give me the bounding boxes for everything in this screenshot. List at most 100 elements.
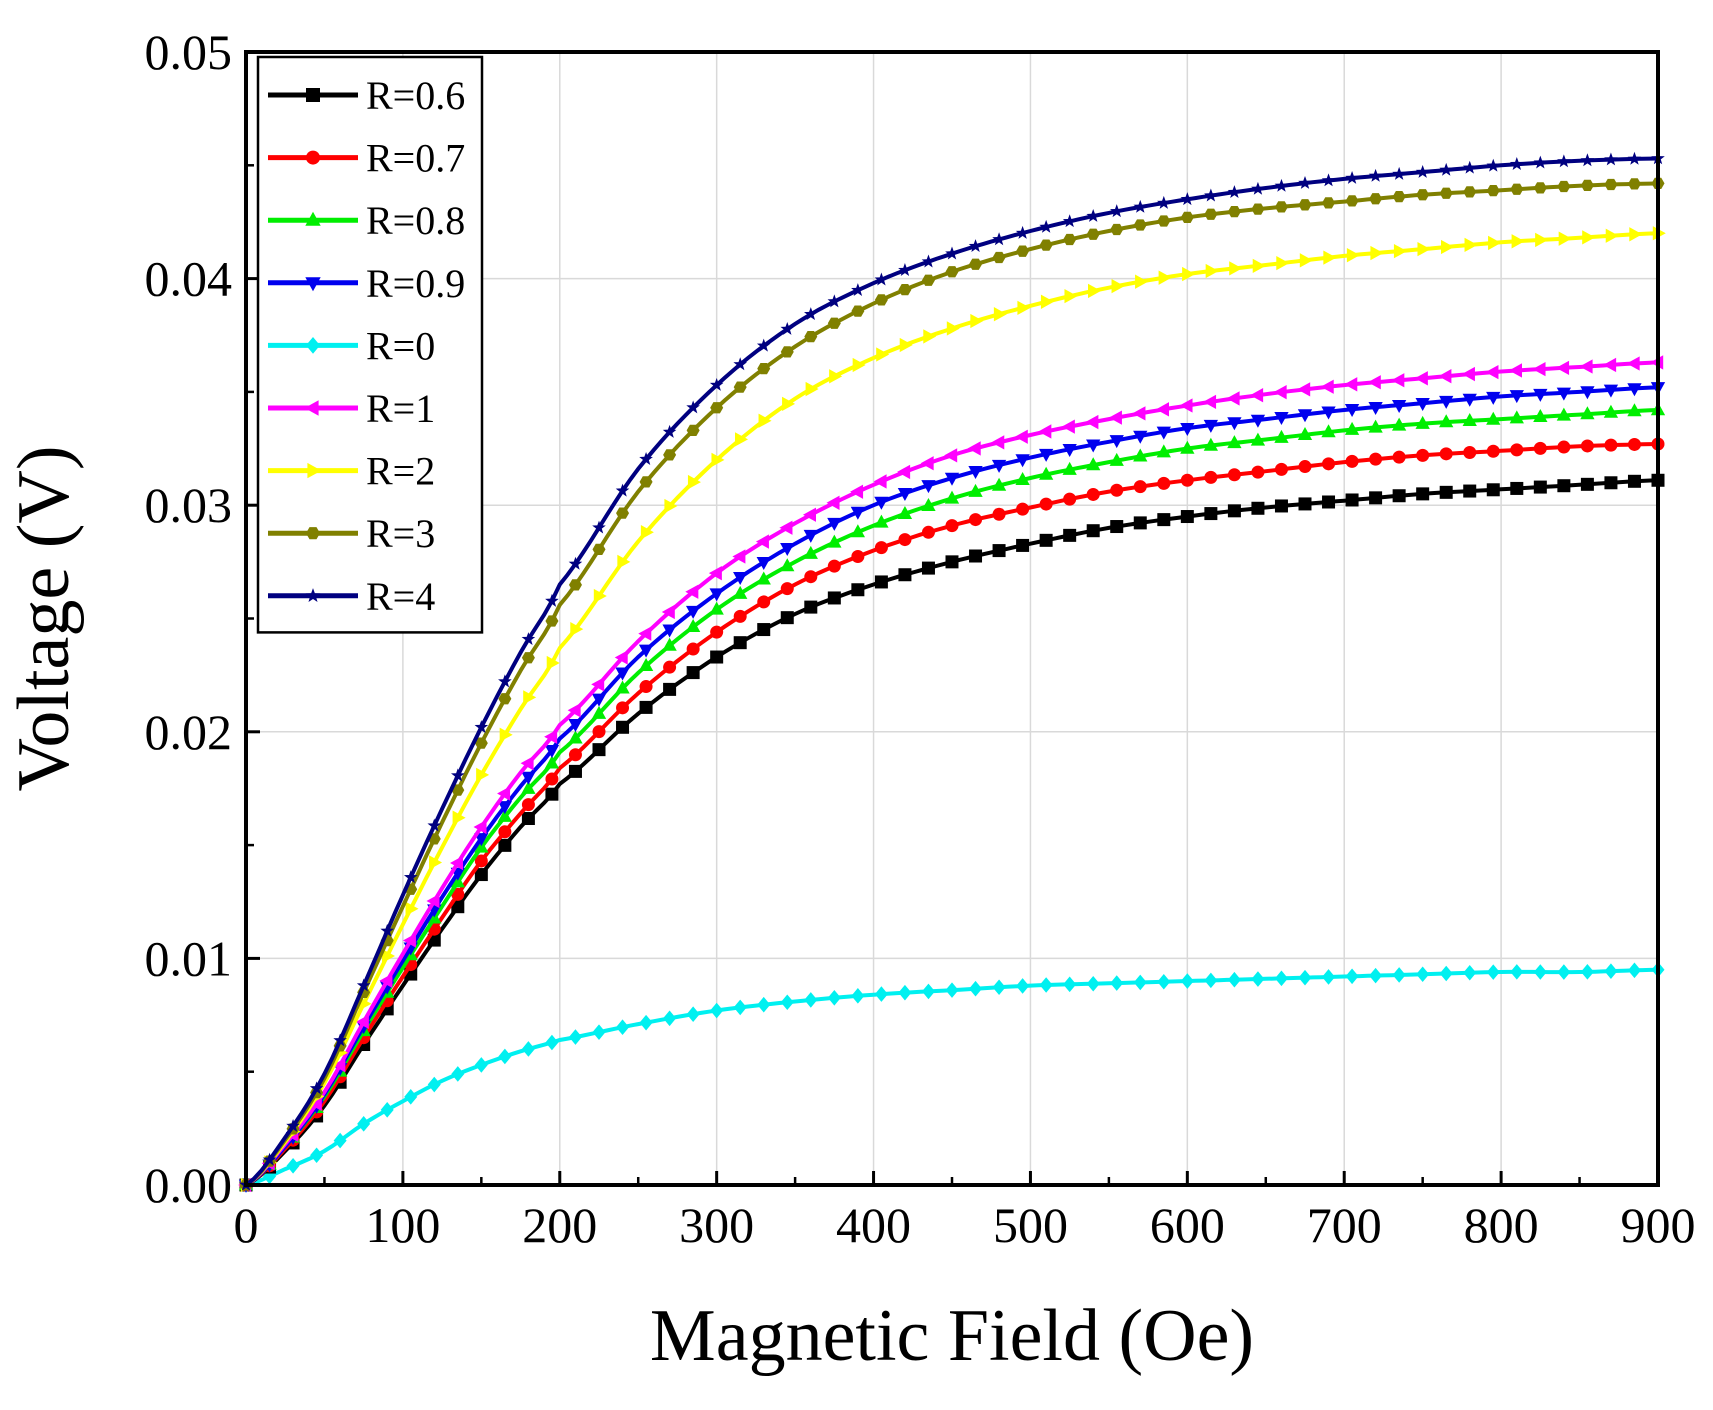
marker — [1039, 977, 1053, 993]
marker — [1535, 232, 1549, 248]
marker — [616, 1019, 630, 1036]
marker — [1227, 417, 1242, 431]
marker — [992, 232, 1006, 246]
marker — [1203, 419, 1219, 433]
legend-item: R=4 — [268, 574, 435, 619]
marker — [1416, 448, 1430, 462]
marker — [1297, 382, 1311, 397]
y-tick-label: 0.03 — [145, 477, 233, 533]
series-R=2 — [240, 226, 1666, 1193]
marker — [968, 239, 983, 253]
marker — [545, 772, 559, 786]
marker — [1014, 429, 1028, 444]
marker — [757, 363, 771, 375]
marker — [1227, 971, 1241, 988]
marker — [545, 1034, 559, 1051]
legend-item: R=0.7 — [268, 136, 465, 181]
marker — [827, 517, 842, 531]
marker — [640, 525, 654, 540]
marker — [851, 305, 865, 317]
marker — [944, 472, 960, 486]
marker — [1227, 468, 1241, 482]
marker — [1580, 439, 1594, 453]
marker — [451, 887, 465, 901]
marker — [1064, 289, 1078, 304]
marker — [1039, 533, 1053, 547]
marker — [499, 727, 513, 742]
marker — [804, 600, 818, 614]
marker — [780, 611, 794, 625]
marker — [638, 658, 654, 672]
marker — [945, 246, 959, 260]
marker — [1488, 235, 1502, 251]
marker — [545, 593, 559, 607]
marker — [1299, 253, 1313, 268]
marker — [1557, 154, 1571, 168]
marker — [1156, 402, 1169, 417]
series-R=4 — [239, 151, 1665, 1191]
marker — [615, 667, 630, 681]
marker — [780, 542, 795, 556]
marker — [686, 642, 700, 656]
marker — [803, 529, 818, 543]
marker — [429, 855, 443, 870]
marker — [1063, 976, 1077, 993]
marker — [310, 1147, 324, 1164]
y-axis-title: Voltage (V) — [3, 446, 85, 792]
marker — [1486, 185, 1500, 197]
marker — [1110, 975, 1124, 991]
marker — [1204, 507, 1218, 521]
marker — [568, 730, 583, 744]
marker — [969, 513, 983, 527]
marker — [1229, 261, 1243, 276]
marker — [992, 544, 1006, 558]
marker — [593, 588, 607, 604]
marker — [827, 591, 841, 605]
marker — [1486, 158, 1501, 172]
marker — [876, 347, 890, 362]
marker — [968, 466, 983, 480]
marker — [617, 554, 631, 570]
marker — [1582, 230, 1596, 245]
marker — [687, 474, 701, 490]
marker — [733, 636, 747, 650]
marker — [851, 583, 865, 597]
marker — [1180, 192, 1195, 206]
marker — [1345, 170, 1359, 184]
marker — [497, 801, 513, 815]
marker — [1486, 391, 1501, 405]
marker — [1157, 195, 1171, 209]
legend-item: R=0.6 — [268, 73, 465, 118]
marker — [1298, 460, 1312, 474]
marker — [1441, 239, 1454, 255]
marker — [379, 973, 393, 988]
marker — [1086, 208, 1100, 222]
marker — [1486, 444, 1500, 458]
marker — [1016, 978, 1030, 994]
marker — [1086, 487, 1100, 501]
x-tick-label: 900 — [1621, 1197, 1696, 1253]
marker — [1157, 513, 1171, 527]
marker — [686, 424, 700, 436]
marker — [616, 701, 630, 715]
marker — [1558, 231, 1572, 246]
marker — [450, 855, 463, 871]
marker — [992, 251, 1006, 264]
marker — [921, 497, 936, 511]
marker — [1109, 204, 1124, 218]
marker — [1110, 520, 1124, 534]
axis-ticks: 0 100 200 300 400 500 600 700 800 900 0.00 0.01 0.02… — [145, 24, 1696, 1253]
marker — [921, 254, 936, 268]
marker — [993, 307, 1007, 322]
marker — [827, 534, 842, 548]
marker — [967, 441, 981, 456]
marker — [1110, 483, 1124, 497]
marker — [476, 767, 490, 783]
marker — [1439, 395, 1454, 409]
marker — [1063, 233, 1077, 246]
marker — [521, 1041, 535, 1057]
marker — [1320, 379, 1334, 394]
marker — [851, 550, 865, 564]
marker — [970, 313, 984, 329]
marker — [380, 923, 395, 937]
